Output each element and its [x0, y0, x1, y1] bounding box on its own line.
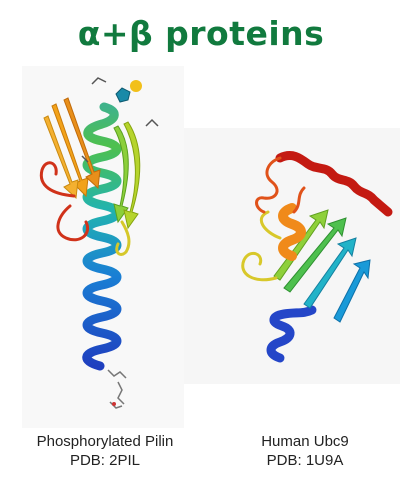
pilin-beta-strand-5	[123, 121, 141, 230]
ubc9-c-terminal-helix	[275, 151, 393, 217]
pilin-beta-strand-2	[63, 97, 101, 190]
ubc9-beta-strand-lime	[273, 209, 329, 281]
pilin-ligand-sphere	[130, 80, 142, 92]
pilin-beta-strand-4	[113, 125, 129, 224]
pilin-loop-yellow	[115, 220, 131, 256]
ubc9-name-label: Human Ubc9	[261, 433, 349, 450]
ubc9-beta-strand-teal	[333, 259, 371, 323]
pilin-beta-strand-3	[43, 115, 79, 200]
ubc9-caption: Human Ubc9 PDB: 1U9A	[210, 432, 400, 470]
pilin-ligand-sticks	[81, 77, 159, 163]
ubc9-structure-image	[184, 128, 400, 384]
ubc9-ribbon-diagram	[241, 151, 393, 363]
pilin-alpha-helix	[82, 102, 122, 371]
pilin-beta-strand-1	[51, 103, 89, 198]
pilin-bottom-ligand	[107, 369, 127, 409]
pilin-bottom-atom	[112, 402, 116, 406]
pilin-name-label: Phosphorylated Pilin	[36, 433, 174, 450]
pilin-structure-image	[22, 66, 184, 428]
ubc9-n-terminal-helix	[266, 305, 317, 363]
ubc9-beta-strand-cyan	[303, 237, 357, 309]
ubc9-beta-strand-green	[283, 217, 347, 293]
ubc9-orange-helix	[278, 203, 306, 261]
pilin-ligand-glycan	[115, 87, 131, 103]
pilin-pdb-label: PDB: 2PIL	[69, 452, 141, 469]
ubc9-yellow-loop	[241, 210, 282, 282]
ubc9-pdb-label: PDB: 1U9A	[266, 452, 344, 469]
pilin-c-terminal-loop	[39, 161, 89, 242]
ubc9-top-loop	[255, 156, 306, 214]
pilin-ribbon-diagram	[39, 77, 159, 409]
slide-title: α+β proteins	[77, 14, 325, 53]
pilin-caption: Phosphorylated Pilin PDB: 2PIL	[10, 432, 200, 470]
